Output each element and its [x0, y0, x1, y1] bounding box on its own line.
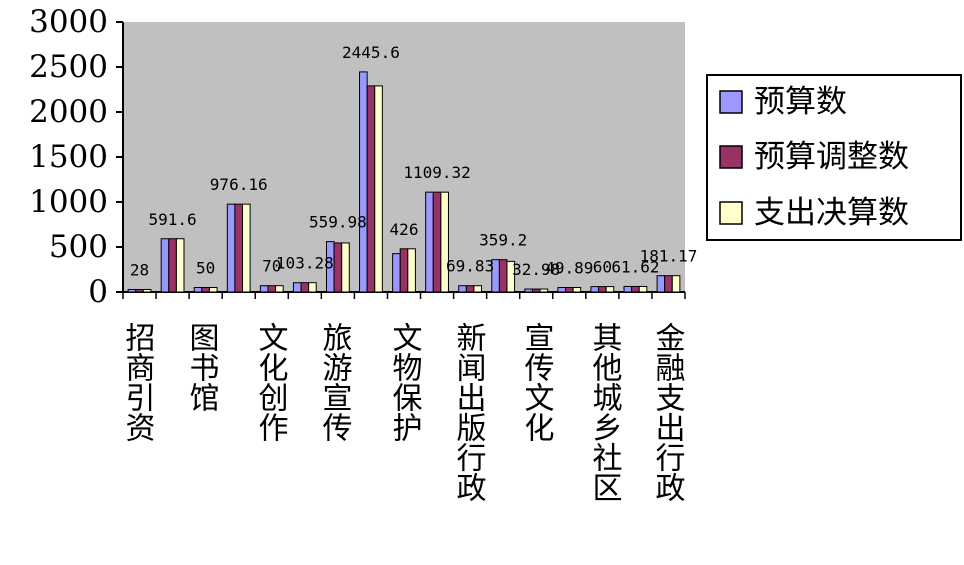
bar-adjusted: [465, 285, 475, 293]
x-ticks: [122, 292, 686, 299]
data-label: 591.6: [149, 210, 197, 229]
y-tick-label: 0: [88, 274, 108, 310]
bar-adjusted: [201, 287, 210, 293]
plot-area: [123, 22, 685, 292]
data-label: 103.28: [276, 254, 334, 273]
category-label: 文物保护: [387, 322, 423, 442]
data-label: 61.62: [611, 257, 659, 276]
legend-swatch: [719, 90, 743, 114]
bar-budget: [259, 285, 269, 293]
bar-budget: [590, 286, 600, 293]
y-tick-label: 1500: [29, 139, 108, 175]
bar-actual: [605, 286, 615, 293]
bar-adjusted: [598, 286, 607, 293]
category-label: 金融支出行政: [650, 322, 686, 502]
bar-actual: [341, 242, 350, 293]
bar-budget: [623, 285, 633, 293]
bar-adjusted: [234, 203, 244, 293]
bar-adjusted: [399, 248, 409, 293]
bar-actual: [473, 285, 483, 293]
data-label: 49.89: [545, 259, 593, 278]
bar-actual: [142, 288, 152, 293]
bar-adjusted: [267, 285, 277, 293]
bar-budget: [359, 71, 368, 293]
legend-label: 预算调整数: [754, 139, 909, 175]
data-label: 50: [196, 259, 215, 278]
bar-adjusted: [168, 238, 177, 293]
legend-label: 预算数: [754, 84, 847, 120]
bar-actual: [539, 288, 549, 293]
data-label: 28: [130, 260, 149, 279]
data-label: 70: [262, 257, 281, 276]
y-tick-label: 3000: [29, 4, 108, 40]
bar-budget: [292, 282, 302, 293]
bar-adjusted: [366, 85, 376, 293]
bar-budget: [392, 253, 401, 293]
bar-adjusted: [135, 288, 144, 293]
bar-adjusted: [333, 242, 343, 293]
bar-actual: [275, 285, 284, 293]
bar-actual: [671, 275, 681, 293]
bar-adjusted: [300, 282, 310, 293]
category-label: 新闻出版行政: [451, 322, 487, 502]
bar-budget: [656, 275, 666, 293]
category-label: 旅游宣传: [317, 322, 353, 442]
bar-adjusted: [631, 285, 640, 293]
data-label: 32.98: [512, 260, 560, 279]
bar-adjusted: [564, 287, 574, 293]
category-label: 招商引资: [120, 322, 156, 442]
bars: [127, 71, 681, 293]
bar-actual: [242, 203, 251, 293]
bar-budget: [226, 203, 236, 293]
data-label: 1109.32: [403, 163, 470, 182]
bar-budget: [524, 288, 533, 293]
data-label: 181.17: [640, 247, 698, 266]
data-label: 359.2: [479, 231, 527, 250]
y-tick-label: 1000: [29, 184, 108, 220]
legend-label: 支出决算数: [754, 195, 909, 231]
bar-actual: [175, 238, 185, 293]
category-labels: 招商引资 图书馆 文化创作 旅游宣传 文物保护 新闻出版行政 宣传文化 其他城乡社区 金融支出行…: [120, 322, 686, 502]
bar-actual: [572, 287, 582, 293]
legend-swatch: [719, 201, 743, 225]
bar-actual: [308, 282, 317, 293]
legend-swatch: [719, 145, 743, 169]
bar-budget: [193, 287, 203, 293]
bar-budget: [425, 191, 434, 293]
bar-adjusted: [498, 259, 508, 293]
bar-budget: [458, 285, 467, 293]
bar-adjusted: [531, 288, 541, 293]
bar-actual: [407, 248, 416, 293]
y-ticks: 0 500 1000 1500 2000 2500 3000: [29, 4, 123, 310]
bar-actual: [638, 285, 648, 293]
bar-budget: [557, 287, 566, 293]
bar-adjusted: [432, 191, 442, 293]
y-tick-label: 2000: [29, 94, 108, 130]
data-label: 559.98: [309, 213, 367, 232]
y-tick-label: 2500: [29, 49, 108, 85]
data-label: 60: [593, 258, 612, 277]
category-label: 文化创作: [253, 322, 289, 442]
data-label: 2445.6: [342, 43, 400, 62]
data-label: 69.83: [446, 257, 494, 276]
bar-budget: [160, 238, 170, 293]
bar-actual: [374, 85, 383, 293]
category-label: 其他城乡社区: [587, 322, 623, 502]
category-label: 宣传文化: [519, 322, 555, 442]
data-label: 426: [390, 220, 419, 239]
y-tick-label: 500: [49, 229, 108, 265]
bar-adjusted: [664, 275, 673, 293]
bar-actual: [208, 287, 218, 293]
bar-budget: [127, 288, 137, 293]
category-label: 图书馆: [184, 322, 219, 412]
legend-box: [706, 74, 962, 241]
bar-actual: [440, 191, 449, 293]
data-label: 976.16: [210, 175, 268, 194]
bar-actual: [506, 260, 516, 293]
